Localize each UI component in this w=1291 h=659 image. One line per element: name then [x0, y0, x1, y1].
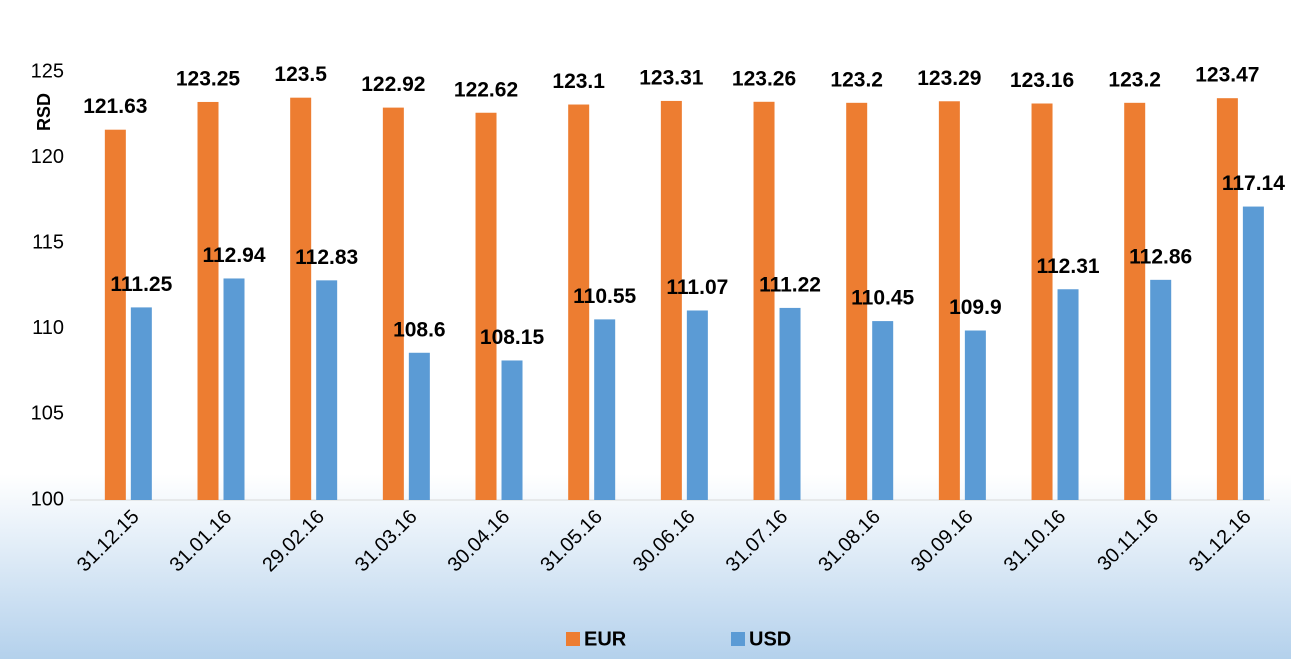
legend-label: USD [749, 628, 791, 650]
bar [568, 104, 590, 500]
y-tick-label: 105 [31, 403, 64, 425]
value-label: 122.62 [454, 78, 518, 101]
value-label: 112.83 [295, 246, 358, 269]
bar [1031, 103, 1053, 501]
bar [1057, 289, 1079, 500]
value-label: 123.2 [1108, 68, 1161, 91]
bar [382, 107, 404, 501]
y-tick-label: 110 [32, 317, 64, 339]
value-label: 123.26 [732, 67, 796, 90]
bar [408, 352, 430, 500]
value-label: 123.29 [917, 67, 981, 90]
bar [316, 280, 338, 500]
value-label: 123.1 [552, 70, 605, 93]
bar [290, 97, 312, 501]
bar [501, 360, 523, 500]
legend-swatch [566, 632, 580, 646]
y-tick-label: 100 [31, 488, 64, 510]
value-label: 109.9 [949, 296, 1002, 319]
value-label: 117.14 [1222, 172, 1285, 195]
y-tick-label: 125 [31, 60, 64, 82]
legend-swatch [731, 632, 745, 646]
value-label: 121.63 [83, 95, 147, 118]
value-label: 108.6 [393, 318, 446, 341]
value-label: 110.55 [573, 285, 636, 308]
bar [846, 102, 868, 500]
bar [594, 319, 616, 500]
value-label: 122.92 [361, 73, 425, 96]
value-label: 123.2 [830, 68, 883, 91]
value-label: 123.5 [274, 63, 327, 86]
value-label: 112.31 [1036, 255, 1099, 278]
legend-label: EUR [584, 628, 627, 650]
y-tick-label: 115 [32, 231, 64, 253]
bar [1216, 98, 1238, 500]
bar [753, 101, 775, 500]
bar [104, 129, 126, 500]
bar [779, 307, 801, 500]
value-label: 112.86 [1129, 245, 1192, 268]
bar [223, 278, 245, 500]
bar [475, 112, 497, 500]
bar [660, 100, 682, 500]
bar [1124, 102, 1146, 500]
bar [130, 307, 152, 500]
bar [1242, 206, 1264, 500]
value-label: 123.31 [639, 66, 704, 89]
value-label: 111.07 [666, 276, 728, 299]
value-label: 112.94 [202, 244, 265, 267]
value-label: 123.16 [1010, 69, 1074, 92]
value-label: 111.25 [110, 273, 172, 296]
bar [197, 101, 219, 501]
value-label: 123.25 [176, 68, 241, 91]
bar [964, 330, 986, 500]
y-tick-label: 120 [31, 146, 64, 168]
bar [686, 310, 708, 500]
value-label: 110.45 [851, 287, 914, 310]
value-label: 108.15 [480, 326, 545, 349]
y-axis-label: RSD [34, 93, 54, 131]
bar [938, 101, 960, 500]
value-label: 111.22 [759, 273, 821, 296]
bar [872, 321, 894, 500]
bar [1150, 279, 1172, 500]
value-label: 123.47 [1195, 64, 1259, 87]
